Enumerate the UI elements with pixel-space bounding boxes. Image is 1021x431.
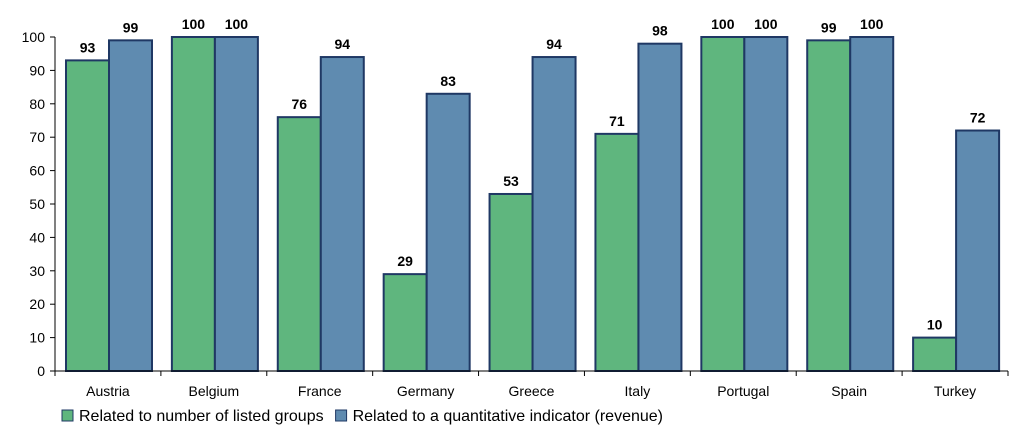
y-tick-label-50: 50 — [29, 196, 45, 212]
legend-swatch-series-2 — [335, 409, 348, 422]
bar-greece-series-1 — [488, 192, 534, 372]
bar-austria-series-2 — [108, 39, 153, 373]
x-tick-label-france: France — [298, 383, 342, 399]
y-tick-label-0: 0 — [37, 363, 45, 379]
data-label-austria-series-1: 93 — [80, 39, 96, 55]
legend-label-series-1: Related to number of listed groups — [79, 408, 324, 425]
x-tick-label-greece: Greece — [509, 383, 555, 399]
bar-spain-series-2 — [849, 36, 895, 372]
bar-germany-series-2 — [425, 92, 471, 372]
bar-spain-series-1 — [806, 39, 852, 373]
y-tick-label-20: 20 — [29, 296, 45, 312]
data-label-belgium-series-2: 100 — [225, 16, 249, 32]
data-label-germany-series-2: 83 — [440, 73, 456, 89]
y-tick-label-40: 40 — [29, 229, 45, 245]
y-tick-label-100: 100 — [22, 29, 46, 45]
data-label-austria-series-2: 99 — [123, 19, 139, 35]
axes: 0 10 20 30 40 50 60 70 80 90 100 Austria Belgium Fran… — [22, 29, 1009, 399]
x-tick-label-portugal: Portugal — [717, 383, 769, 399]
bar-germany-series-1 — [382, 273, 428, 373]
bars-layer — [65, 36, 1001, 373]
data-label-germany-series-1: 29 — [397, 253, 413, 269]
y-tick-label-90: 90 — [29, 62, 45, 78]
bar-france-series-1 — [276, 116, 322, 372]
bar-portugal-series-1 — [700, 36, 746, 372]
x-tick-label-spain: Spain — [831, 383, 867, 399]
x-tick-label-belgium: Belgium — [189, 383, 240, 399]
data-label-portugal-series-1: 100 — [711, 16, 735, 32]
y-tick-label-80: 80 — [29, 96, 45, 112]
data-label-spain-series-2: 100 — [860, 16, 884, 32]
x-tick-label-italy: Italy — [625, 383, 651, 399]
data-label-france-series-1: 76 — [291, 96, 307, 112]
data-label-italy-series-2: 98 — [652, 23, 668, 39]
bar-italy-series-1 — [594, 132, 640, 372]
x-tick-label-austria: Austria — [86, 383, 130, 399]
bar-austria-series-1 — [65, 59, 110, 372]
data-label-belgium-series-1: 100 — [182, 16, 206, 32]
data-label-italy-series-1: 71 — [609, 113, 625, 129]
bar-greece-series-2 — [531, 56, 577, 372]
bar-turkey-series-1 — [912, 336, 958, 373]
x-tick-label-germany: Germany — [397, 383, 455, 399]
bar-portugal-series-2 — [743, 36, 789, 372]
bar-france-series-2 — [319, 56, 365, 372]
data-label-greece-series-1: 53 — [503, 173, 519, 189]
y-tick-label-70: 70 — [29, 129, 45, 145]
data-label-portugal-series-2: 100 — [754, 16, 778, 32]
bar-belgium-series-2 — [213, 36, 259, 372]
bar-turkey-series-2 — [955, 129, 1001, 372]
data-labels: 93 99 100 100 76 94 29 83 53 94 71 98 100 100 99 100 10 7… — [80, 16, 986, 333]
data-label-greece-series-2: 94 — [546, 36, 562, 52]
y-tick-label-60: 60 — [29, 163, 45, 179]
bar-belgium-series-1 — [170, 36, 216, 372]
data-label-turkey-series-1: 10 — [927, 317, 943, 333]
y-tick-label-30: 30 — [29, 263, 45, 279]
y-tick-label-10: 10 — [29, 330, 45, 346]
legend: Related to number of listed groups Relate… — [61, 408, 663, 425]
data-label-spain-series-1: 99 — [821, 19, 837, 35]
data-label-france-series-2: 94 — [334, 36, 350, 52]
data-label-turkey-series-2: 72 — [970, 110, 986, 126]
x-tick-label-turkey: Turkey — [934, 383, 976, 399]
legend-swatch-series-1 — [61, 409, 74, 422]
legend-label-series-2: Related to a quantitative indicator (rev… — [353, 408, 663, 425]
bar-italy-series-2 — [637, 42, 683, 373]
